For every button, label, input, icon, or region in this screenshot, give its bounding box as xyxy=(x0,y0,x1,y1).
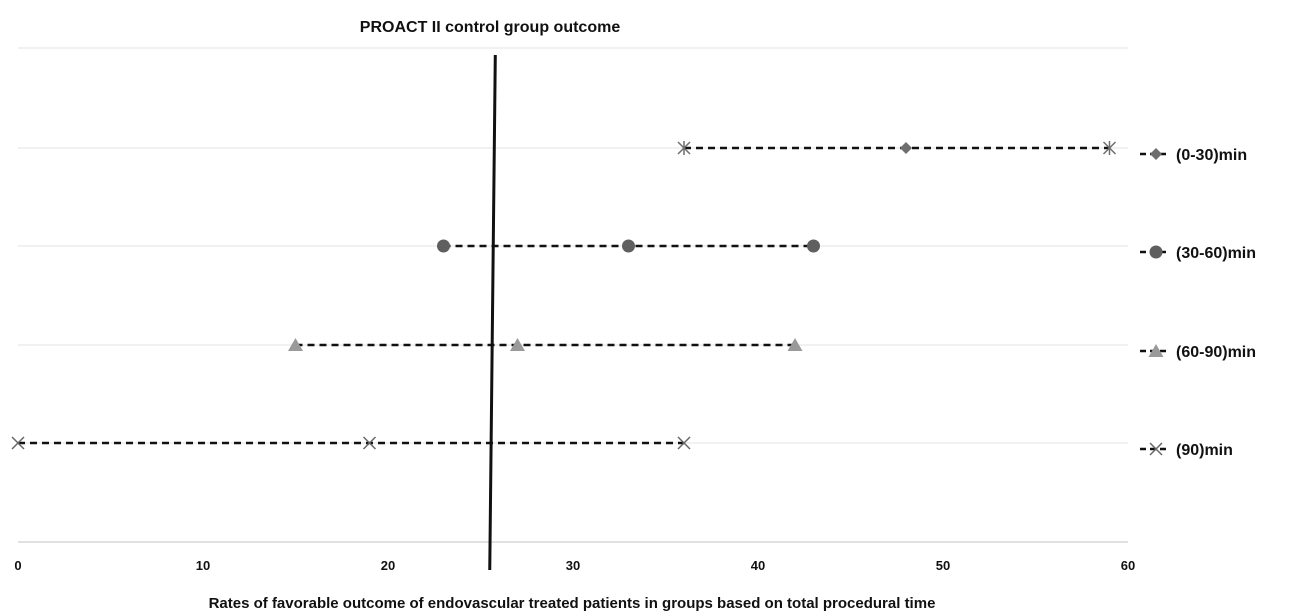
legend-swatch-marker xyxy=(1148,344,1164,357)
x-tick-label: 60 xyxy=(1121,558,1135,573)
data-point xyxy=(677,436,691,450)
data-point xyxy=(807,239,820,253)
series-3 xyxy=(288,338,803,351)
legend-swatch-marker xyxy=(1149,442,1163,456)
x-tick-label: 50 xyxy=(936,558,950,573)
gridlines xyxy=(18,47,1128,444)
data-point xyxy=(900,142,912,154)
legend-label: (60-90)min xyxy=(1176,344,1256,361)
x-axis-label: Rates of favorable outcome of endovascul… xyxy=(209,595,936,612)
legend-item: (0-30)min xyxy=(1140,147,1247,164)
legend-item: (60-90)min xyxy=(1140,344,1256,361)
legend-label: (90)min xyxy=(1176,442,1233,459)
data-point xyxy=(437,239,450,253)
data-point xyxy=(787,338,803,351)
legend-swatch-marker xyxy=(1150,148,1162,160)
data-point xyxy=(1102,141,1117,155)
data-point xyxy=(622,239,635,253)
legend-item: (90)min xyxy=(1140,442,1233,459)
legend-swatch-marker xyxy=(1149,245,1163,259)
x-tick-label: 0 xyxy=(14,558,21,573)
data-point xyxy=(362,436,377,450)
series-4 xyxy=(11,436,691,450)
x-tick-labels: 0 10 20 30 40 50 60 xyxy=(14,558,1135,573)
reference-line-group xyxy=(488,54,497,571)
series-1 xyxy=(677,141,1117,155)
legend-label: (0-30)min xyxy=(1176,147,1247,164)
series-group xyxy=(11,141,1117,450)
chart-title: PROACT II control group outcome xyxy=(360,19,621,36)
data-point xyxy=(11,436,25,450)
data-point xyxy=(288,338,303,351)
legend: (0-30)min (30-60)min (60-90)min (90)min xyxy=(1140,147,1256,459)
x-tick-label: 40 xyxy=(751,558,765,573)
reference-line xyxy=(488,54,497,571)
data-point xyxy=(677,141,691,155)
legend-item: (30-60)min xyxy=(1140,245,1256,262)
legend-label: (30-60)min xyxy=(1176,245,1256,262)
x-tick-label: 20 xyxy=(381,558,395,573)
data-point xyxy=(510,338,525,351)
x-tick-label: 30 xyxy=(566,558,580,573)
x-tick-label: 10 xyxy=(196,558,210,573)
series-2 xyxy=(437,239,820,253)
